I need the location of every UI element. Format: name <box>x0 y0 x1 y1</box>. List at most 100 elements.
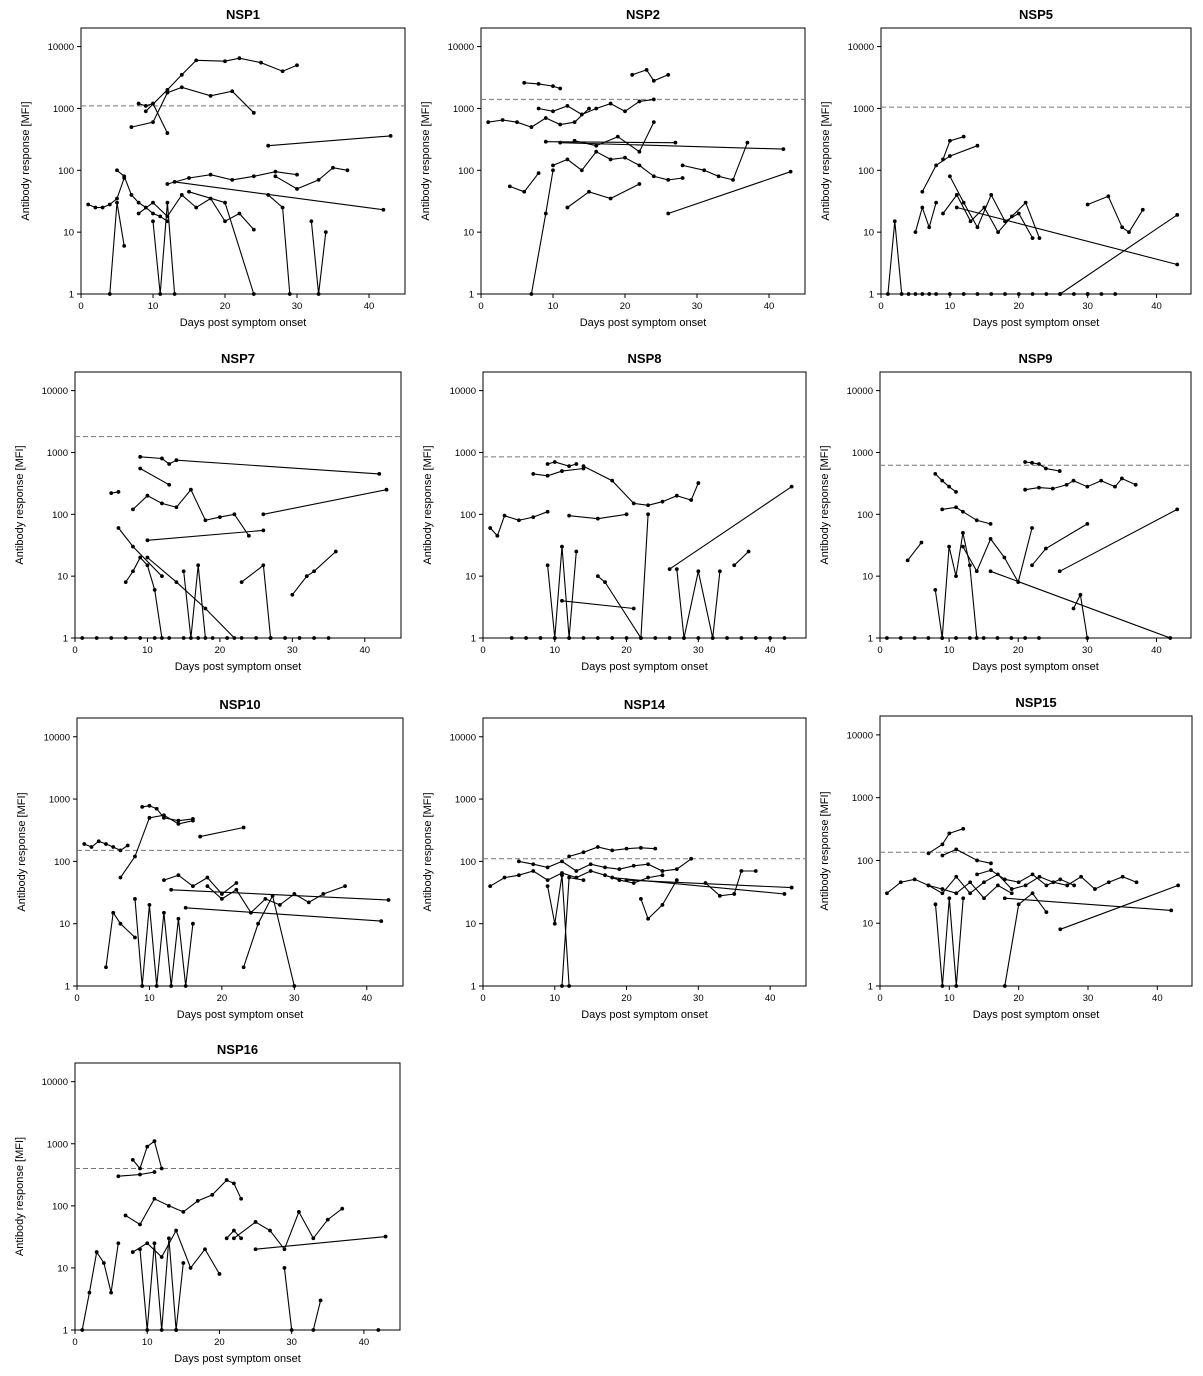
series-4 <box>198 825 246 839</box>
data-point <box>653 636 658 640</box>
data-point <box>138 1172 142 1177</box>
data-point <box>545 563 550 568</box>
data-point <box>572 120 577 125</box>
y-tick-label: 10 <box>862 919 873 930</box>
data-point <box>133 854 137 859</box>
data-point <box>988 521 993 526</box>
data-point <box>165 90 170 95</box>
series-line <box>207 885 346 914</box>
y-tick-label: 10000 <box>848 42 874 53</box>
data-point <box>1113 292 1118 296</box>
x-tick-label: 40 <box>765 993 776 1004</box>
data-point <box>379 919 384 924</box>
data-point <box>123 1213 128 1218</box>
series-line <box>1004 892 1047 987</box>
data-point <box>122 243 127 248</box>
series-line <box>942 848 992 864</box>
series-line <box>188 191 255 295</box>
data-point <box>138 454 143 459</box>
data-point <box>140 984 145 988</box>
data-point <box>241 825 246 830</box>
data-point <box>261 528 266 533</box>
data-point <box>502 875 507 880</box>
data-point <box>926 851 931 856</box>
data-point <box>696 636 701 640</box>
data-point <box>1016 880 1021 885</box>
series-8 <box>639 878 679 921</box>
x-axis-label: Days post symptom onset <box>177 1009 304 1021</box>
series-7 <box>610 875 787 896</box>
data-point <box>1119 476 1124 481</box>
y-tick-label: 1 <box>65 982 70 993</box>
data-point <box>1085 292 1090 296</box>
series-line <box>676 569 721 639</box>
data-point <box>181 636 186 640</box>
data-point <box>617 878 622 883</box>
data-point <box>266 143 271 148</box>
panel-nsp1: NSP1 0 10 20 30 40 1 10 100 1000 10000 Days post sy… <box>20 7 406 329</box>
series-line <box>163 874 237 895</box>
data-point <box>1009 887 1014 891</box>
data-point <box>522 189 527 194</box>
data-point <box>1003 219 1007 224</box>
data-point <box>154 806 159 811</box>
data-point <box>1071 292 1076 296</box>
data-point <box>551 163 555 168</box>
data-point <box>166 1236 171 1241</box>
series-line <box>583 465 699 506</box>
data-point <box>159 1255 164 1259</box>
x-tick-label: 40 <box>764 301 775 312</box>
data-point <box>318 1298 323 1303</box>
data-point <box>261 563 266 568</box>
series-line <box>949 176 1034 239</box>
data-point <box>1016 211 1021 216</box>
series-4 <box>581 464 701 508</box>
data-point <box>560 598 564 603</box>
x-tick-label: 0 <box>478 301 483 312</box>
data-point <box>1057 569 1062 574</box>
data-point <box>551 168 555 173</box>
data-point <box>158 292 163 296</box>
data-point <box>191 884 195 889</box>
series-line <box>109 202 125 295</box>
data-point <box>995 636 1000 640</box>
data-point <box>912 877 917 882</box>
x-axis-label: Days post symptom onset <box>973 317 1100 329</box>
data-point <box>515 120 519 125</box>
data-point <box>82 842 87 846</box>
data-point <box>343 884 347 889</box>
data-point <box>169 887 174 892</box>
data-point <box>143 109 148 114</box>
data-point <box>312 636 316 640</box>
series-line <box>200 826 244 838</box>
data-point <box>558 86 563 91</box>
y-tick-label: 1000 <box>455 448 476 459</box>
data-point <box>899 292 904 296</box>
data-point <box>967 636 972 640</box>
series-line <box>118 527 163 577</box>
data-point <box>251 174 256 179</box>
series-8 <box>138 1236 186 1332</box>
data-point <box>926 883 931 888</box>
data-point <box>167 482 172 487</box>
data-point <box>974 636 979 640</box>
data-point <box>940 891 945 896</box>
data-point <box>565 157 570 162</box>
series-12 <box>961 526 1034 585</box>
data-point <box>696 569 701 574</box>
data-point <box>1037 874 1042 879</box>
series-5 <box>1085 292 1118 296</box>
data-point <box>115 196 119 201</box>
x-tick-label: 0 <box>74 993 79 1004</box>
y-tick-label: 100 <box>857 510 873 521</box>
series-3 <box>109 490 121 496</box>
data-point <box>660 873 665 878</box>
data-point <box>912 636 917 640</box>
series-1 <box>143 56 299 114</box>
data-point <box>231 1228 236 1233</box>
data-point <box>1140 207 1145 212</box>
panel-nsp8: NSP8 0 10 20 30 40 1 10 100 1000 10000 Days post sy… <box>422 351 807 673</box>
data-point <box>384 487 389 492</box>
data-point <box>739 636 744 640</box>
x-tick-label: 40 <box>359 645 370 656</box>
